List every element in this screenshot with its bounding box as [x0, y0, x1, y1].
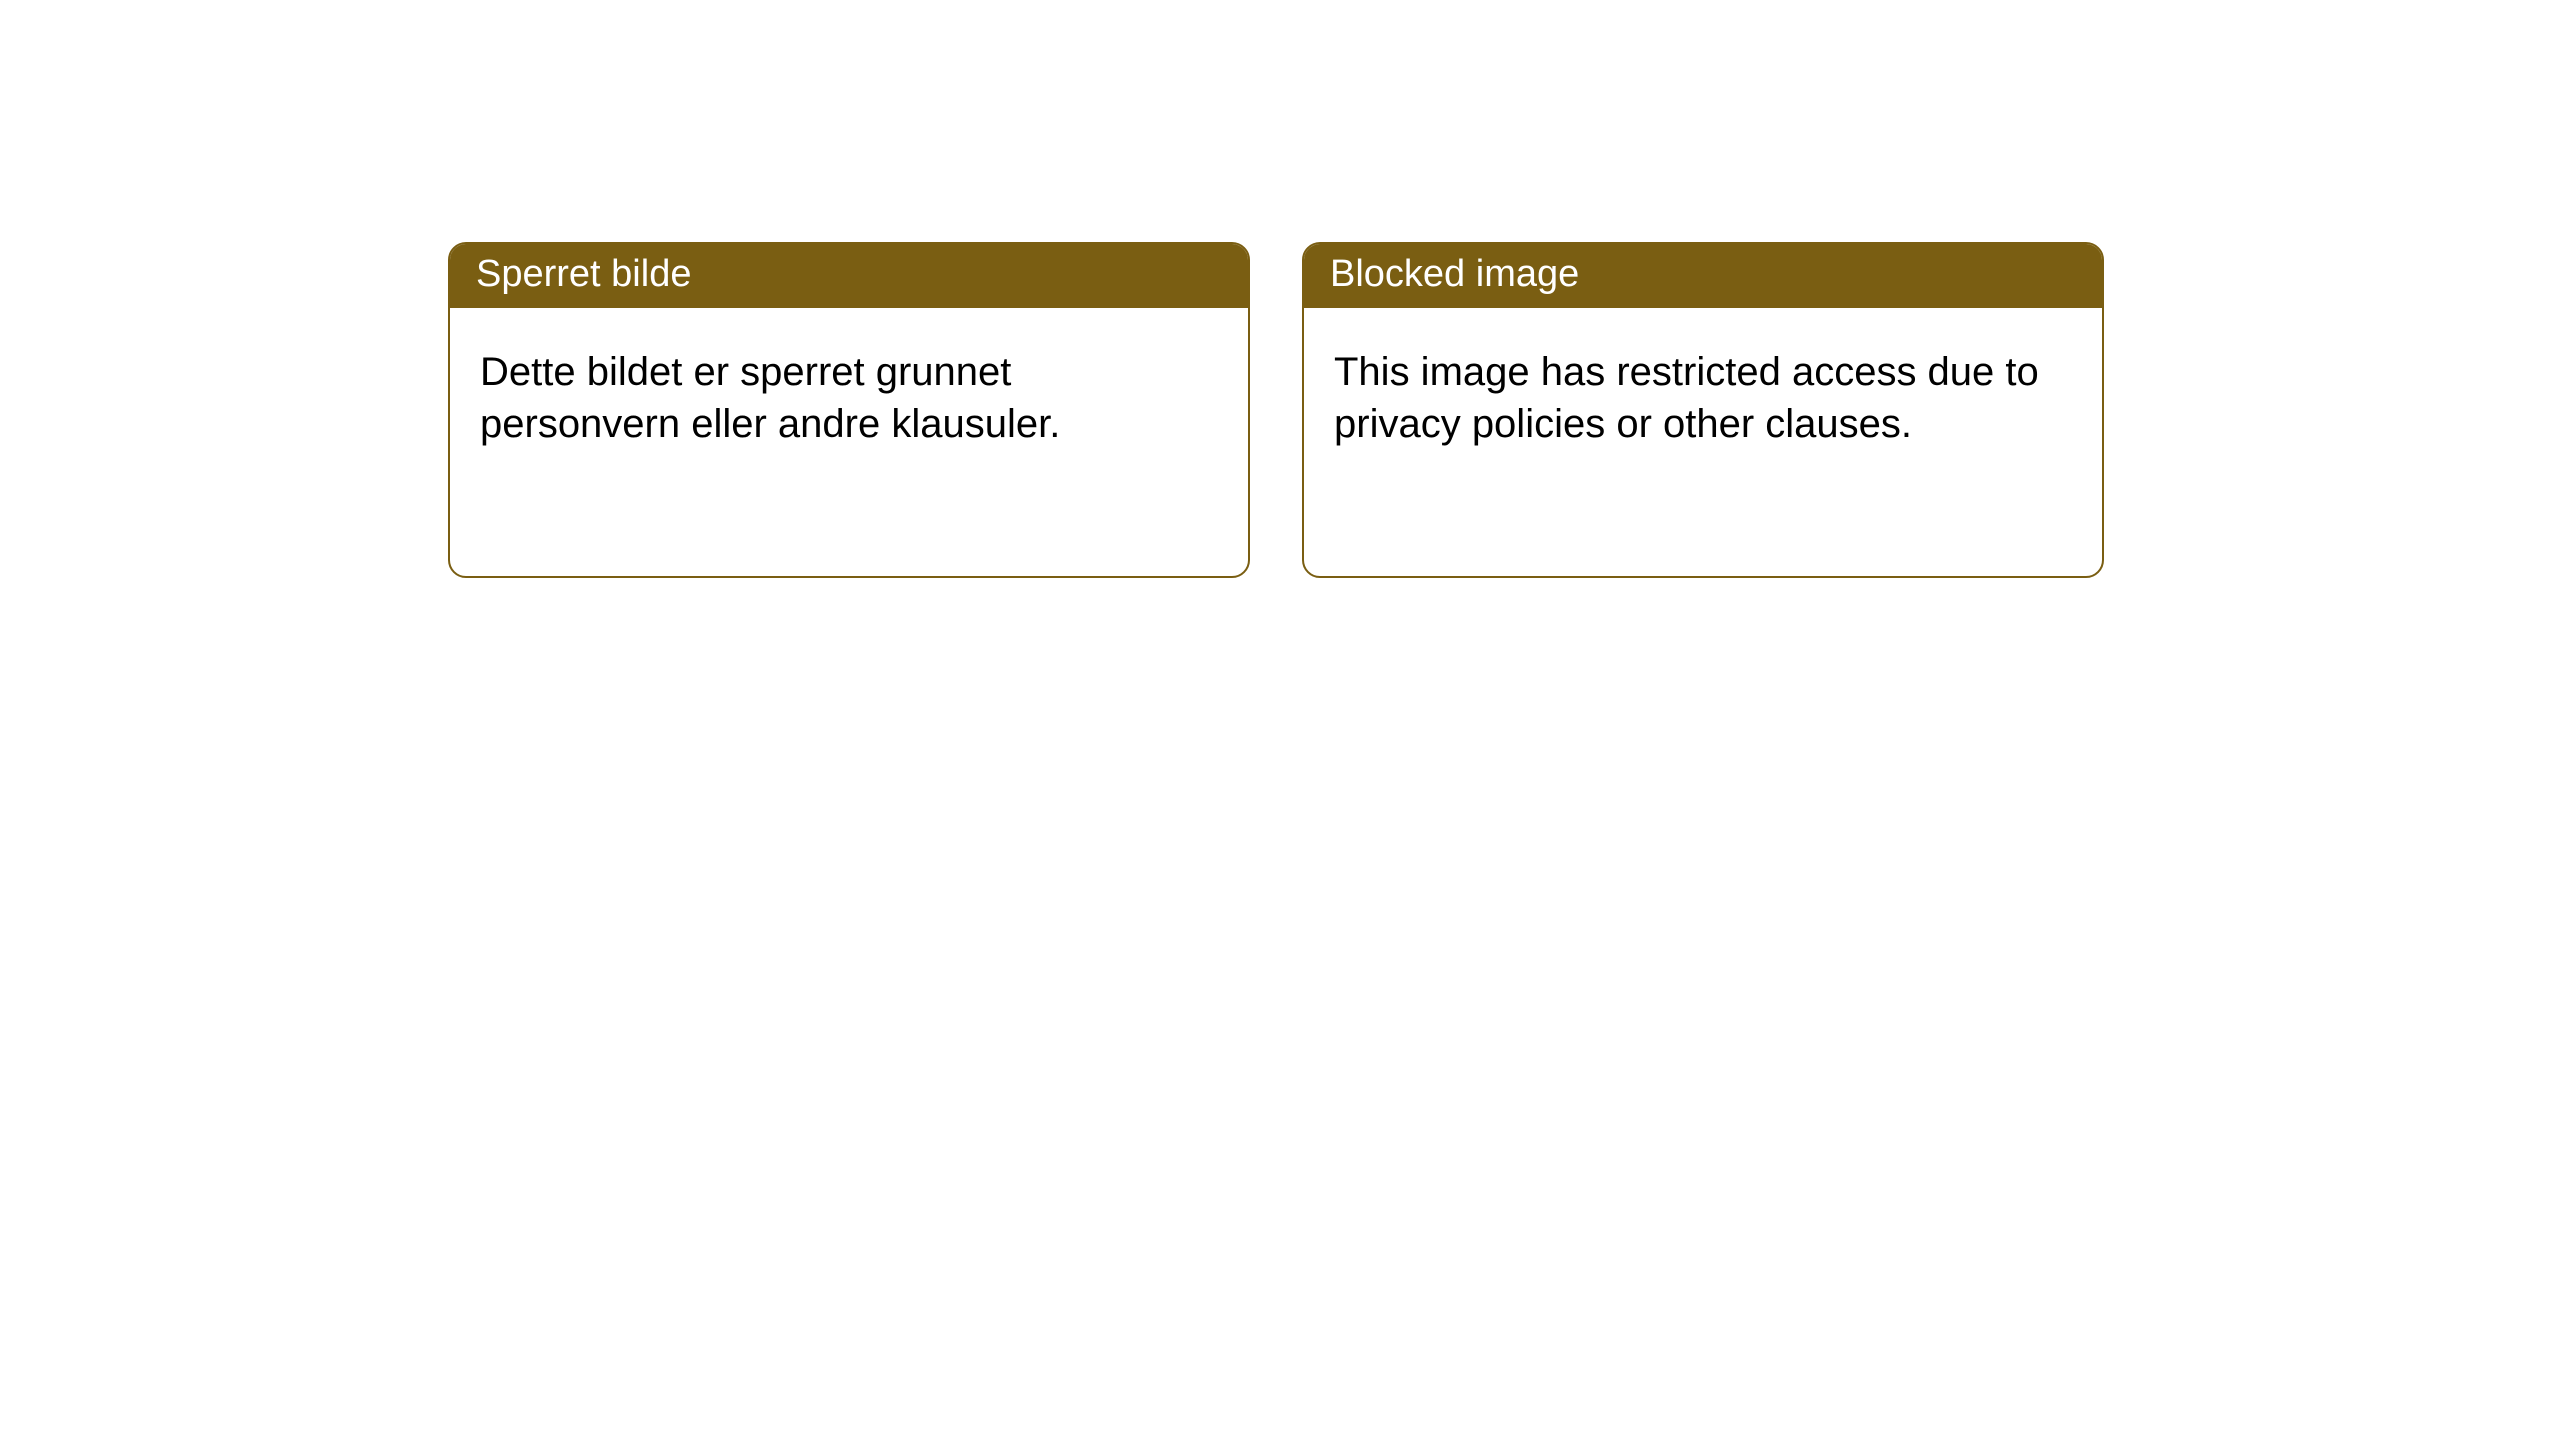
notice-card-body: Dette bildet er sperret grunnet personve… [450, 308, 1248, 576]
notice-card-header: Blocked image [1304, 244, 2102, 308]
notice-cards-container: Sperret bilde Dette bildet er sperret gr… [0, 0, 2560, 578]
notice-card-english: Blocked image This image has restricted … [1302, 242, 2104, 578]
notice-card-body: This image has restricted access due to … [1304, 308, 2102, 576]
notice-card-header: Sperret bilde [450, 244, 1248, 308]
notice-card-norwegian: Sperret bilde Dette bildet er sperret gr… [448, 242, 1250, 578]
